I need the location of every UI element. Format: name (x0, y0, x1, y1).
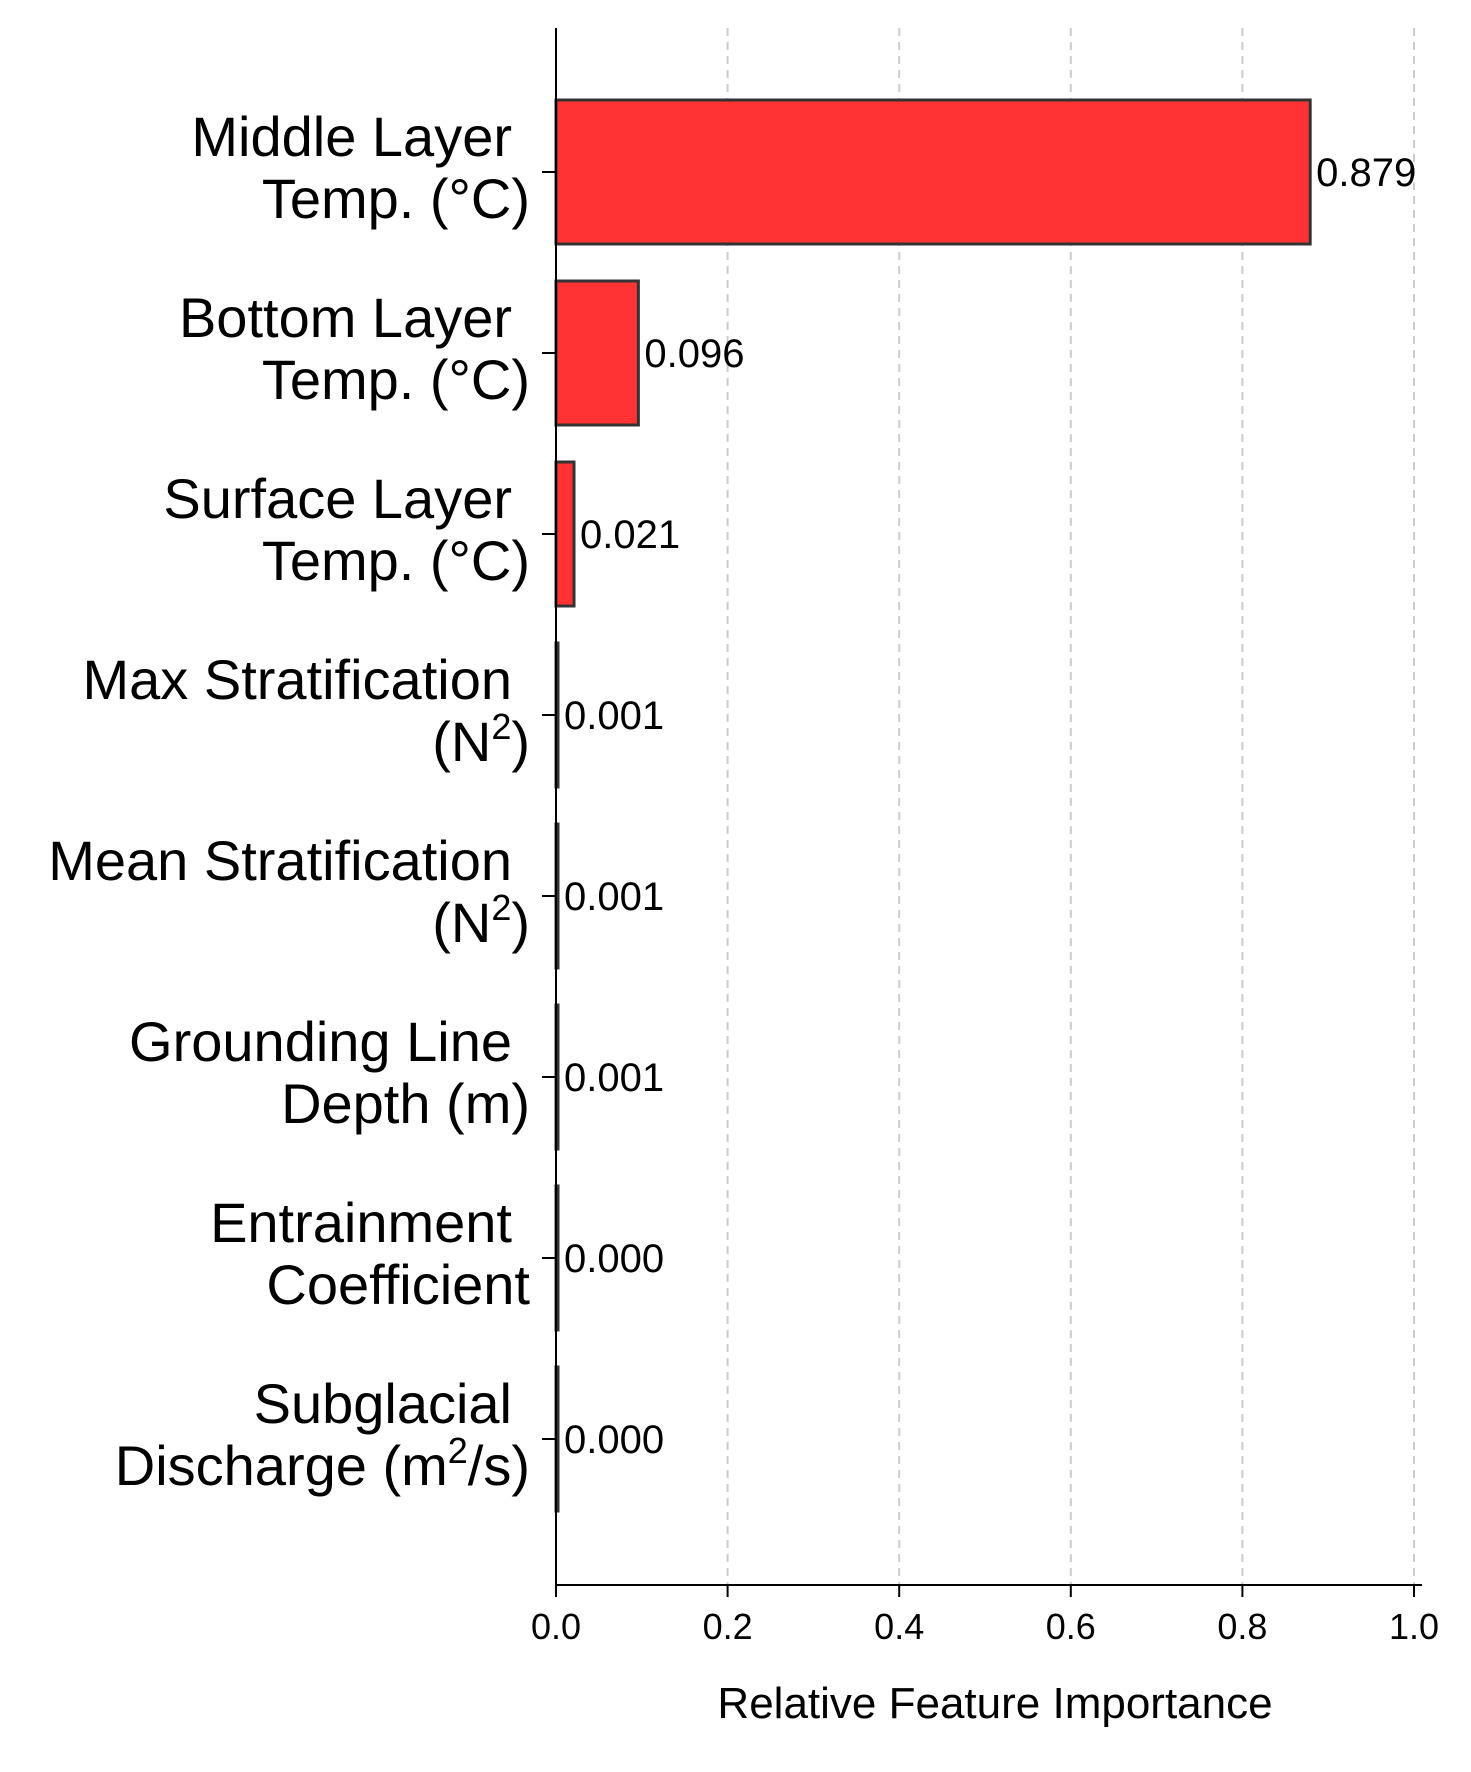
x-tick-label-0.6: 0.6 (1046, 1606, 1096, 1647)
bar-surface-layer-temp (554, 460, 576, 608)
value-label-grounding-line-depth: 0.001 (564, 1056, 664, 1100)
category-label-max-stratification: Max Stratification (N2) (83, 648, 531, 773)
value-label-mean-stratification: 0.001 (564, 875, 664, 919)
value-label-middle-layer-temp: 0.879 (1316, 151, 1416, 195)
category-label-middle-layer-temp: Middle Layer Temp. (°C) (191, 105, 530, 230)
x-tick-label-0.0: 0.0 (531, 1606, 581, 1647)
category-labels: Middle Layer Temp. (°C) Bottom Layer Temp. … (48, 105, 530, 1497)
axes (542, 28, 1422, 1586)
category-label-subglacial-discharge: Subglacial Discharge (m2/s) (115, 1372, 530, 1497)
x-tick-label-0.2: 0.2 (703, 1606, 753, 1647)
category-label-mean-stratification: Mean Stratification (N2) (48, 829, 530, 954)
x-ticks: 0.0 0.2 0.4 0.6 0.8 1.0 (531, 1585, 1439, 1647)
x-axis-title: Relative Feature Importance (717, 1679, 1272, 1728)
bar-bottom-layer-temp (554, 279, 640, 427)
category-label-surface-layer-temp: Surface Layer Temp. (°C) (163, 467, 530, 592)
value-labels: 0.879 0.096 0.021 0.001 0.001 0.001 0.000 0.000 (564, 151, 1416, 1462)
value-label-surface-layer-temp: 0.021 (580, 513, 680, 557)
value-label-subglacial-discharge: 0.000 (564, 1418, 664, 1462)
value-label-bottom-layer-temp: 0.096 (644, 332, 744, 376)
value-label-max-stratification: 0.001 (564, 694, 664, 738)
gridlines (726, 28, 1415, 1585)
bar-middle-layer-temp (554, 98, 1312, 246)
value-label-entrainment-coefficient: 0.000 (564, 1237, 664, 1281)
x-tick-label-0.8: 0.8 (1217, 1606, 1267, 1647)
category-label-bottom-layer-temp: Bottom Layer Temp. (°C) (179, 286, 530, 411)
category-label-entrainment-coefficient: Entrainment Coefficient (210, 1191, 530, 1316)
x-tick-label-0.4: 0.4 (874, 1606, 924, 1647)
x-tick-label-1.0: 1.0 (1389, 1606, 1439, 1647)
category-label-grounding-line-depth: Grounding Line Depth (m) (129, 1010, 530, 1135)
bars (554, 98, 1312, 1513)
